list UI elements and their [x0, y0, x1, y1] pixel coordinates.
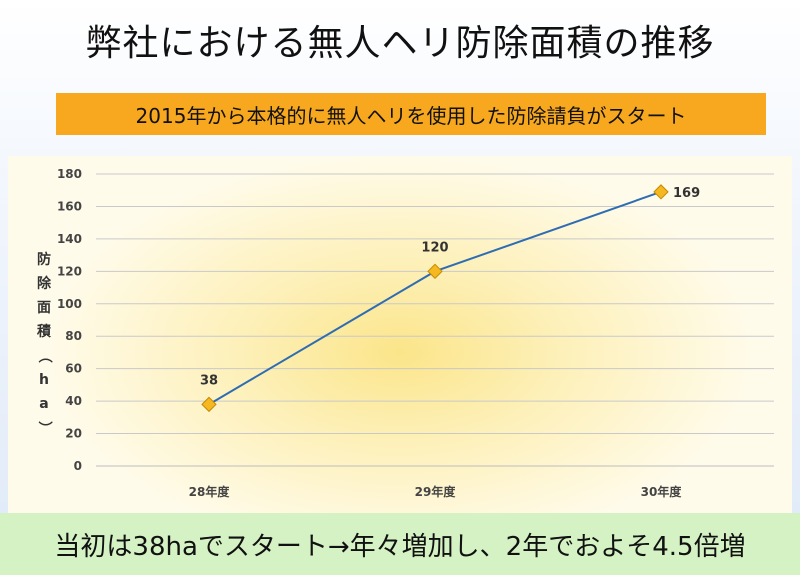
data-label: 38	[200, 373, 218, 388]
y-axis-label-char: h	[39, 372, 49, 388]
summary-footer: 当初は38haでスタート→年々増加し、2年でおよそ4.5倍増	[0, 513, 800, 575]
y-tick-label: 0	[74, 459, 82, 473]
data-label: 169	[673, 186, 700, 201]
y-tick-label: 120	[57, 264, 82, 278]
x-tick-label: 29年度	[415, 484, 457, 499]
y-tick-label: 20	[65, 427, 82, 441]
chart-area: 0 20 40 60 80 100 120 140 160 180 28年度 29年度 30年度 防除面積…	[8, 156, 792, 513]
y-axis-label-char: 面	[37, 300, 51, 316]
y-axis-label-char: 防	[37, 251, 51, 268]
y-tick-label: 140	[57, 232, 82, 246]
x-tick-label: 28年度	[189, 484, 231, 499]
y-tick-label: 160	[57, 199, 82, 213]
series-line	[208, 190, 662, 406]
headline-banner: 2015年から本格的に無人ヘリを使用した防除請負がスタート	[56, 93, 766, 135]
y-tick-label: 180	[57, 167, 82, 181]
y-axis-label-char: 積	[36, 323, 52, 340]
page-title: 弊社における無人ヘリ防除面積の推移	[85, 23, 715, 64]
y-tick-label: 40	[65, 394, 82, 408]
data-label: 120	[421, 240, 448, 255]
y-axis-label-char: a	[39, 396, 48, 412]
data-point	[653, 184, 669, 200]
y-axis-label-char: 除	[37, 275, 52, 292]
y-tick-label: 80	[65, 329, 82, 343]
y-tick-label: 60	[65, 362, 82, 376]
x-tick-label: 30年度	[641, 484, 683, 499]
line-chart: 0 20 40 60 80 100 120 140 160 180 28年度 29年度 30年度 防除面積…	[36, 167, 774, 499]
y-axis-label-char: ）	[36, 421, 52, 435]
data-point	[201, 396, 217, 413]
y-tick-label: 100	[57, 297, 82, 311]
data-point	[427, 263, 443, 280]
y-axis-label-char: （	[36, 349, 52, 363]
